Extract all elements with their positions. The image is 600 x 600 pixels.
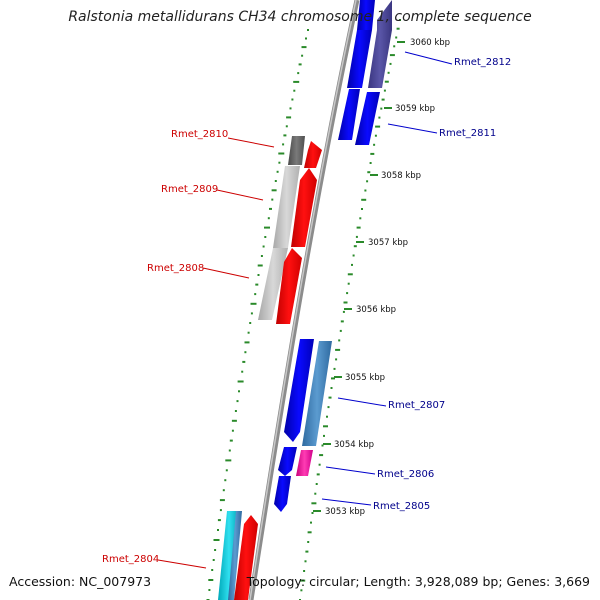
gene-feature-rmet-2809-red[interactable] <box>291 168 317 247</box>
gene-feature-rmet-2805[interactable] <box>274 476 291 512</box>
gc-content-track-left <box>206 29 309 600</box>
gene-feature-rmet-2812-reverse[interactable] <box>368 0 392 88</box>
gene-feature-rmet-2807[interactable] <box>284 339 314 442</box>
gene-labels: Rmet_2812 Rmet_2811 Rmet_2810 Rmet_2809 … <box>102 51 511 569</box>
leader-line <box>404 51 453 65</box>
tick-label: 3054 kbp <box>334 440 374 450</box>
gene-feature-rmet-2807-steel[interactable] <box>302 341 332 446</box>
gene-feature-rmet-2804[interactable] <box>234 515 258 600</box>
gene-feature-rmet-2808[interactable] <box>258 248 288 320</box>
leader-line <box>216 189 264 201</box>
gene-label-rmet-2805[interactable]: Rmet_2805 <box>373 501 430 512</box>
tick-label: 3056 kbp <box>356 305 396 315</box>
gene-feature-rmet-2806-mag[interactable] <box>296 450 313 476</box>
gene-feature-rmet-2811[interactable] <box>338 89 360 140</box>
gene-label-rmet-2809[interactable]: Rmet_2809 <box>161 184 218 195</box>
tick-label: 3053 kbp <box>325 507 365 517</box>
gene-label-rmet-2806[interactable]: Rmet_2806 <box>377 469 434 480</box>
gene-feature-upper-blue[interactable] <box>357 0 375 30</box>
gene-label-rmet-2810[interactable]: Rmet_2810 <box>171 129 228 140</box>
accession-label: Accession: NC_007973 <box>9 574 152 589</box>
leader-line <box>321 498 372 506</box>
gene-label-rmet-2804[interactable]: Rmet_2804 <box>102 554 159 565</box>
gene-label-rmet-2812[interactable]: Rmet_2812 <box>454 57 511 68</box>
gene-feature-rmet-2808-red[interactable] <box>276 248 302 324</box>
topology-summary: Topology: circular; Length: 3,928,089 bp… <box>246 574 590 589</box>
gene-feature-rmet-2810[interactable] <box>288 136 305 165</box>
map-title: Ralstonia metallidurans CH34 chromosome … <box>68 9 532 25</box>
gene-label-rmet-2811[interactable]: Rmet_2811 <box>439 128 496 139</box>
tick-label: 3057 kbp <box>368 238 408 248</box>
leader-line <box>202 267 250 279</box>
scale-ticks: 3060 kbp 3059 kbp 3058 kbp 3057 kbp 3056… <box>313 38 450 517</box>
gene-features <box>218 0 392 600</box>
leader-line <box>387 123 438 134</box>
gene-feature-rmet-2804-steel[interactable] <box>228 511 242 600</box>
gene-label-rmet-2807[interactable]: Rmet_2807 <box>388 400 445 411</box>
chromosome-backbone <box>248 0 360 600</box>
gene-feature-rmet-2806[interactable] <box>278 447 297 476</box>
gene-feature-rmet-2812[interactable] <box>347 30 372 88</box>
tick-label: 3060 kbp <box>410 38 450 48</box>
leader-line <box>337 397 387 407</box>
gene-feature-rmet-2810-red[interactable] <box>304 141 322 168</box>
gene-feature-rmet-2811b[interactable] <box>355 92 380 145</box>
tick-label: 3058 kbp <box>381 171 421 181</box>
leader-line <box>227 137 275 148</box>
chromosome-backbone-highlight <box>249 0 357 600</box>
gene-feature-rmet-2809[interactable] <box>273 166 300 248</box>
tick-label: 3059 kbp <box>395 104 435 114</box>
leader-line <box>325 466 376 475</box>
gc-content-track-right <box>299 19 401 600</box>
tick-label: 3055 kbp <box>345 373 385 383</box>
gene-label-rmet-2808[interactable]: Rmet_2808 <box>147 263 204 274</box>
leader-line <box>157 559 207 569</box>
